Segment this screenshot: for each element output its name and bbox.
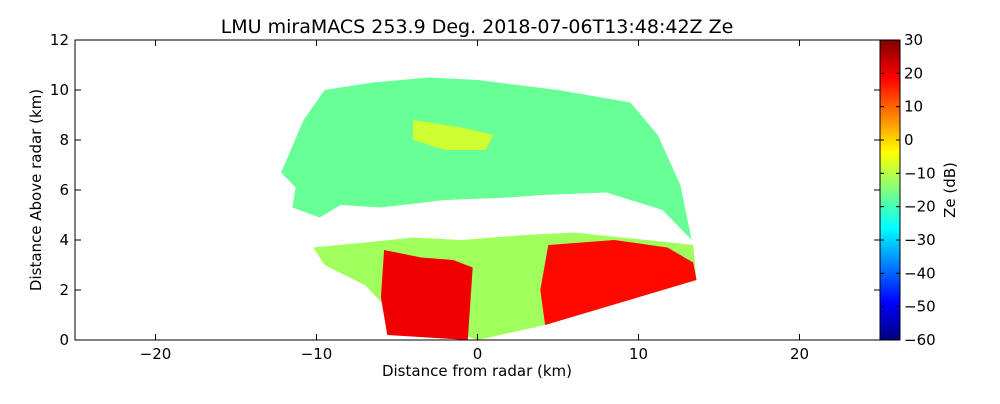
- reflectivity-regions: [281, 77, 697, 340]
- colorbar-tick-label: 0: [904, 131, 914, 149]
- region-upper-cloud-core: [413, 120, 494, 150]
- x-tick-label: −20: [140, 345, 172, 363]
- x-axis-label: Distance from radar (km): [382, 362, 572, 380]
- colorbar-label: Ze (dB): [941, 162, 959, 218]
- colorbar-axis: 30 20 10 0 −10 −20 −30 −40 −50 −60: [880, 31, 936, 349]
- y-tick-label: 8: [59, 131, 69, 149]
- chart-title: LMU miraMACS 253.9 Deg. 2018-07-06T13:48…: [221, 16, 734, 38]
- x-tick-label: 20: [790, 345, 809, 363]
- y-axis-label: Distance Above radar (km): [27, 89, 45, 291]
- colorbar-tick-label: −50: [904, 298, 936, 316]
- colorbar-tick-label: −40: [904, 264, 936, 282]
- colorbar-tick-label: −60: [904, 331, 936, 349]
- y-tick-label: 4: [59, 231, 69, 249]
- colorbar-tick-label: 20: [904, 64, 923, 82]
- colorbar: [879, 39, 901, 341]
- y-tick-label: 12: [50, 31, 69, 49]
- x-tick-label: −10: [301, 345, 333, 363]
- region-lower-echo-left-column: [380, 250, 473, 340]
- y-tick-label: 6: [59, 181, 69, 199]
- x-tick-label: 10: [629, 345, 648, 363]
- region-lower-echo-right-column: [540, 240, 697, 325]
- x-tick-label: 0: [473, 345, 483, 363]
- y-tick-label: 10: [50, 81, 69, 99]
- y-tick-label: 0: [59, 331, 69, 349]
- colorbar-tick-label: 10: [904, 98, 923, 116]
- y-tick-label: 2: [59, 281, 69, 299]
- colorbar-tick-label: −30: [904, 231, 936, 249]
- y-axis: 0 2 4 6 8 10 12: [50, 31, 880, 349]
- colorbar-tick-label: −10: [904, 164, 936, 182]
- x-axis: −20 −10 0 10 20: [140, 40, 809, 363]
- colorbar-tick-label: 30: [904, 31, 923, 49]
- region-upper-cloud-layer: [281, 77, 692, 240]
- colorbar-tick-label: −20: [904, 198, 936, 216]
